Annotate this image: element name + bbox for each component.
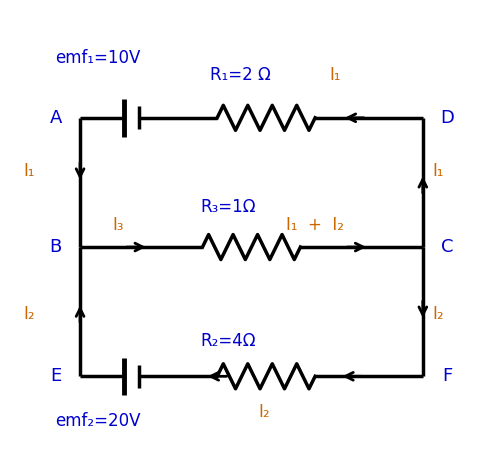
Text: F: F	[442, 367, 453, 385]
Text: I₃: I₃	[112, 216, 124, 234]
Text: A: A	[49, 109, 62, 127]
Text: I₂: I₂	[433, 305, 444, 323]
Text: I₂: I₂	[259, 403, 270, 421]
Text: B: B	[49, 238, 62, 256]
Text: emf₁=10V: emf₁=10V	[56, 49, 141, 67]
Text: I₁  +  I₂: I₁ + I₂	[286, 216, 344, 234]
Text: D: D	[440, 109, 454, 127]
Text: I₁: I₁	[433, 162, 444, 180]
Text: emf₂=20V: emf₂=20V	[56, 412, 141, 430]
Text: C: C	[441, 238, 454, 256]
Text: I₁: I₁	[330, 66, 341, 84]
Text: R₁=2 Ω: R₁=2 Ω	[210, 66, 270, 84]
Text: R₃=1Ω: R₃=1Ω	[200, 198, 255, 216]
Text: R₂=4Ω: R₂=4Ω	[200, 331, 255, 350]
Text: I₂: I₂	[24, 305, 35, 323]
Text: I₁: I₁	[24, 162, 35, 180]
Text: E: E	[50, 367, 61, 385]
